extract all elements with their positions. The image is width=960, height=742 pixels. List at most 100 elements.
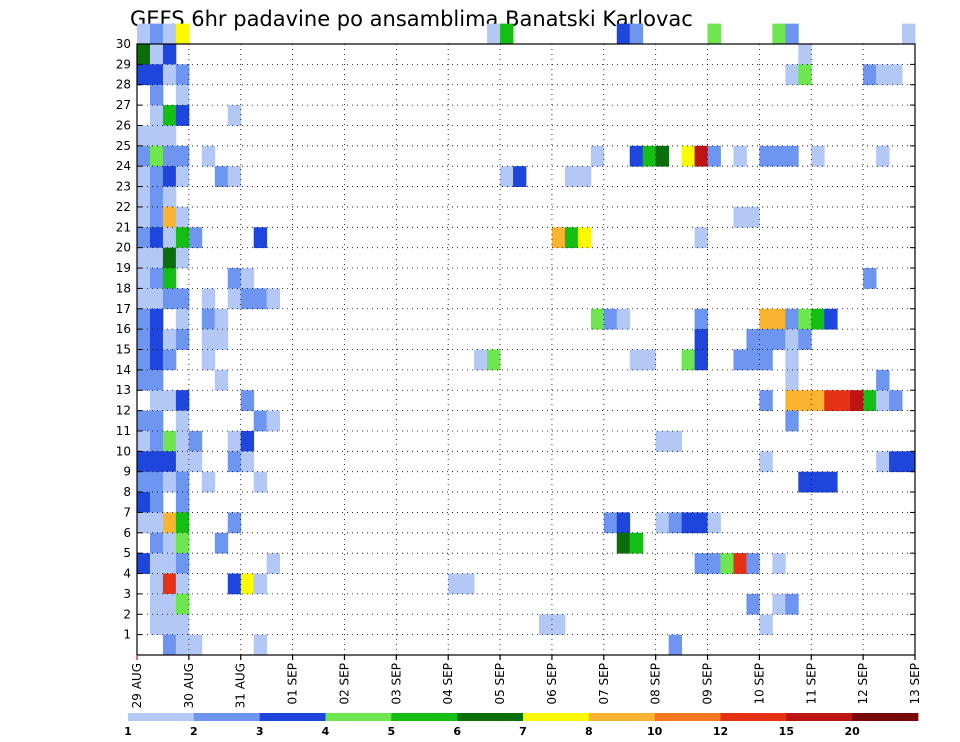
heatmap-cell (824, 308, 838, 330)
heatmap-cell (175, 410, 190, 432)
heatmap-cell (227, 105, 242, 126)
heatmap-cell (201, 288, 216, 310)
heatmap-cell (149, 593, 164, 615)
heatmap-cell (137, 44, 151, 65)
heatmap-cell (149, 553, 164, 574)
heatmap-cell (253, 288, 268, 310)
heatmap-cell (824, 390, 838, 411)
heatmap-cell (785, 369, 799, 391)
x-tick-label: 08 SEP (649, 663, 663, 705)
heatmap-cell (902, 23, 916, 45)
heatmap-cell (214, 532, 229, 554)
heatmap-cell (707, 553, 721, 574)
x-tick-label: 01 SEP (286, 663, 300, 705)
colorbar-label: 6 (453, 725, 461, 738)
heatmap-cell (785, 410, 799, 432)
chart-title: GEFS 6hr padavine po ansamblima Banatski… (130, 7, 693, 31)
heatmap-cell (175, 471, 190, 493)
heatmap-cell (785, 23, 799, 45)
heatmap-cell (850, 390, 864, 411)
heatmap-cell (616, 512, 631, 534)
heatmap-cell (863, 268, 877, 289)
heatmap-cell (201, 329, 216, 350)
heatmap-cell (175, 166, 190, 187)
heatmap-cell (149, 329, 164, 350)
heatmap-cell (214, 308, 229, 330)
y-tick-label: 18 (116, 281, 131, 295)
x-tick-label: 09 SEP (701, 663, 715, 705)
x-tick-label: 29 AUG (130, 663, 144, 708)
heatmap-cell (240, 451, 255, 473)
y-tick-label: 17 (116, 302, 131, 316)
heatmap-cell (824, 471, 838, 493)
heatmap-cell (253, 634, 268, 656)
colorbar-segment (588, 713, 656, 721)
y-tick-label: 21 (116, 220, 131, 234)
heatmap-cell (707, 23, 721, 45)
heatmap-cell (785, 64, 799, 86)
heatmap-cell (162, 532, 177, 554)
heatmap-cell (201, 308, 216, 330)
heatmap-cell (798, 64, 812, 86)
colorbar-segment (654, 713, 721, 721)
heatmap-cell (603, 512, 618, 534)
colorbar-segment (786, 713, 853, 721)
heatmap-cell (149, 166, 164, 187)
x-axis: 29 AUG 30 AUG 31 AUG 01 SEP 02 SEP 03 SEP 04 S… (130, 655, 922, 708)
heatmap-cell (149, 492, 164, 513)
x-tick-label: 10 SEP (752, 663, 766, 705)
colorbar-label: 7 (519, 725, 527, 738)
colorbar-label: 12 (713, 725, 728, 738)
heatmap-cell (162, 390, 177, 411)
heatmap-cell (655, 145, 670, 167)
x-tick-label: 31 AUG (234, 663, 248, 708)
heatmap-cell (616, 23, 631, 45)
heatmap-cell (149, 288, 164, 310)
y-tick-label: 29 (116, 57, 131, 71)
heatmap-cell (266, 410, 281, 432)
heatmap-cell (175, 64, 190, 86)
heatmap-cell (876, 64, 890, 86)
heatmap-cell (175, 247, 190, 269)
heatmap-cell (137, 410, 151, 432)
heatmap-cell (227, 268, 242, 289)
heatmap-cell (227, 430, 242, 452)
heatmap-cell (798, 308, 812, 330)
colorbar-segment (259, 713, 326, 721)
heatmap-cell (175, 573, 190, 595)
heatmap-cell (746, 349, 760, 371)
heatmap-cell (694, 329, 708, 350)
y-axis: 1234567891011121314151617181920212223242… (116, 37, 915, 642)
heatmap-cell (137, 186, 151, 208)
heatmap-cell (603, 308, 618, 330)
heatmap-cell (137, 512, 151, 534)
heatmap-cell (694, 145, 708, 167)
heatmap-cell (629, 349, 644, 371)
heatmap-cell (798, 390, 812, 411)
heatmap-cell (461, 573, 475, 595)
heatmap-cell (668, 512, 682, 534)
heatmap-cell (759, 349, 773, 371)
heatmap-cell (201, 145, 216, 167)
heatmap-cell (149, 23, 164, 45)
y-tick-label: 23 (116, 180, 131, 194)
heatmap-cell (668, 634, 682, 656)
heatmap-cell (162, 44, 177, 65)
heatmap-cell (175, 512, 190, 534)
heatmap-cell (149, 145, 164, 167)
heatmap-cell (785, 349, 799, 371)
heatmap-cell (162, 105, 177, 126)
heatmap-cell (253, 227, 268, 249)
y-tick-label: 11 (116, 424, 131, 438)
heatmap-cell (137, 308, 151, 330)
heatmap-cell (694, 349, 708, 371)
heatmap-cell (162, 614, 177, 636)
heatmap-cell (889, 451, 903, 473)
heatmap-cell (188, 634, 203, 656)
heatmap-cell (214, 369, 229, 391)
x-tick-label: 12 SEP (856, 663, 870, 705)
y-tick-label: 10 (116, 444, 131, 458)
heatmap-cell (837, 390, 851, 411)
heatmap-cell (162, 451, 177, 473)
heatmap-cell (227, 573, 242, 595)
